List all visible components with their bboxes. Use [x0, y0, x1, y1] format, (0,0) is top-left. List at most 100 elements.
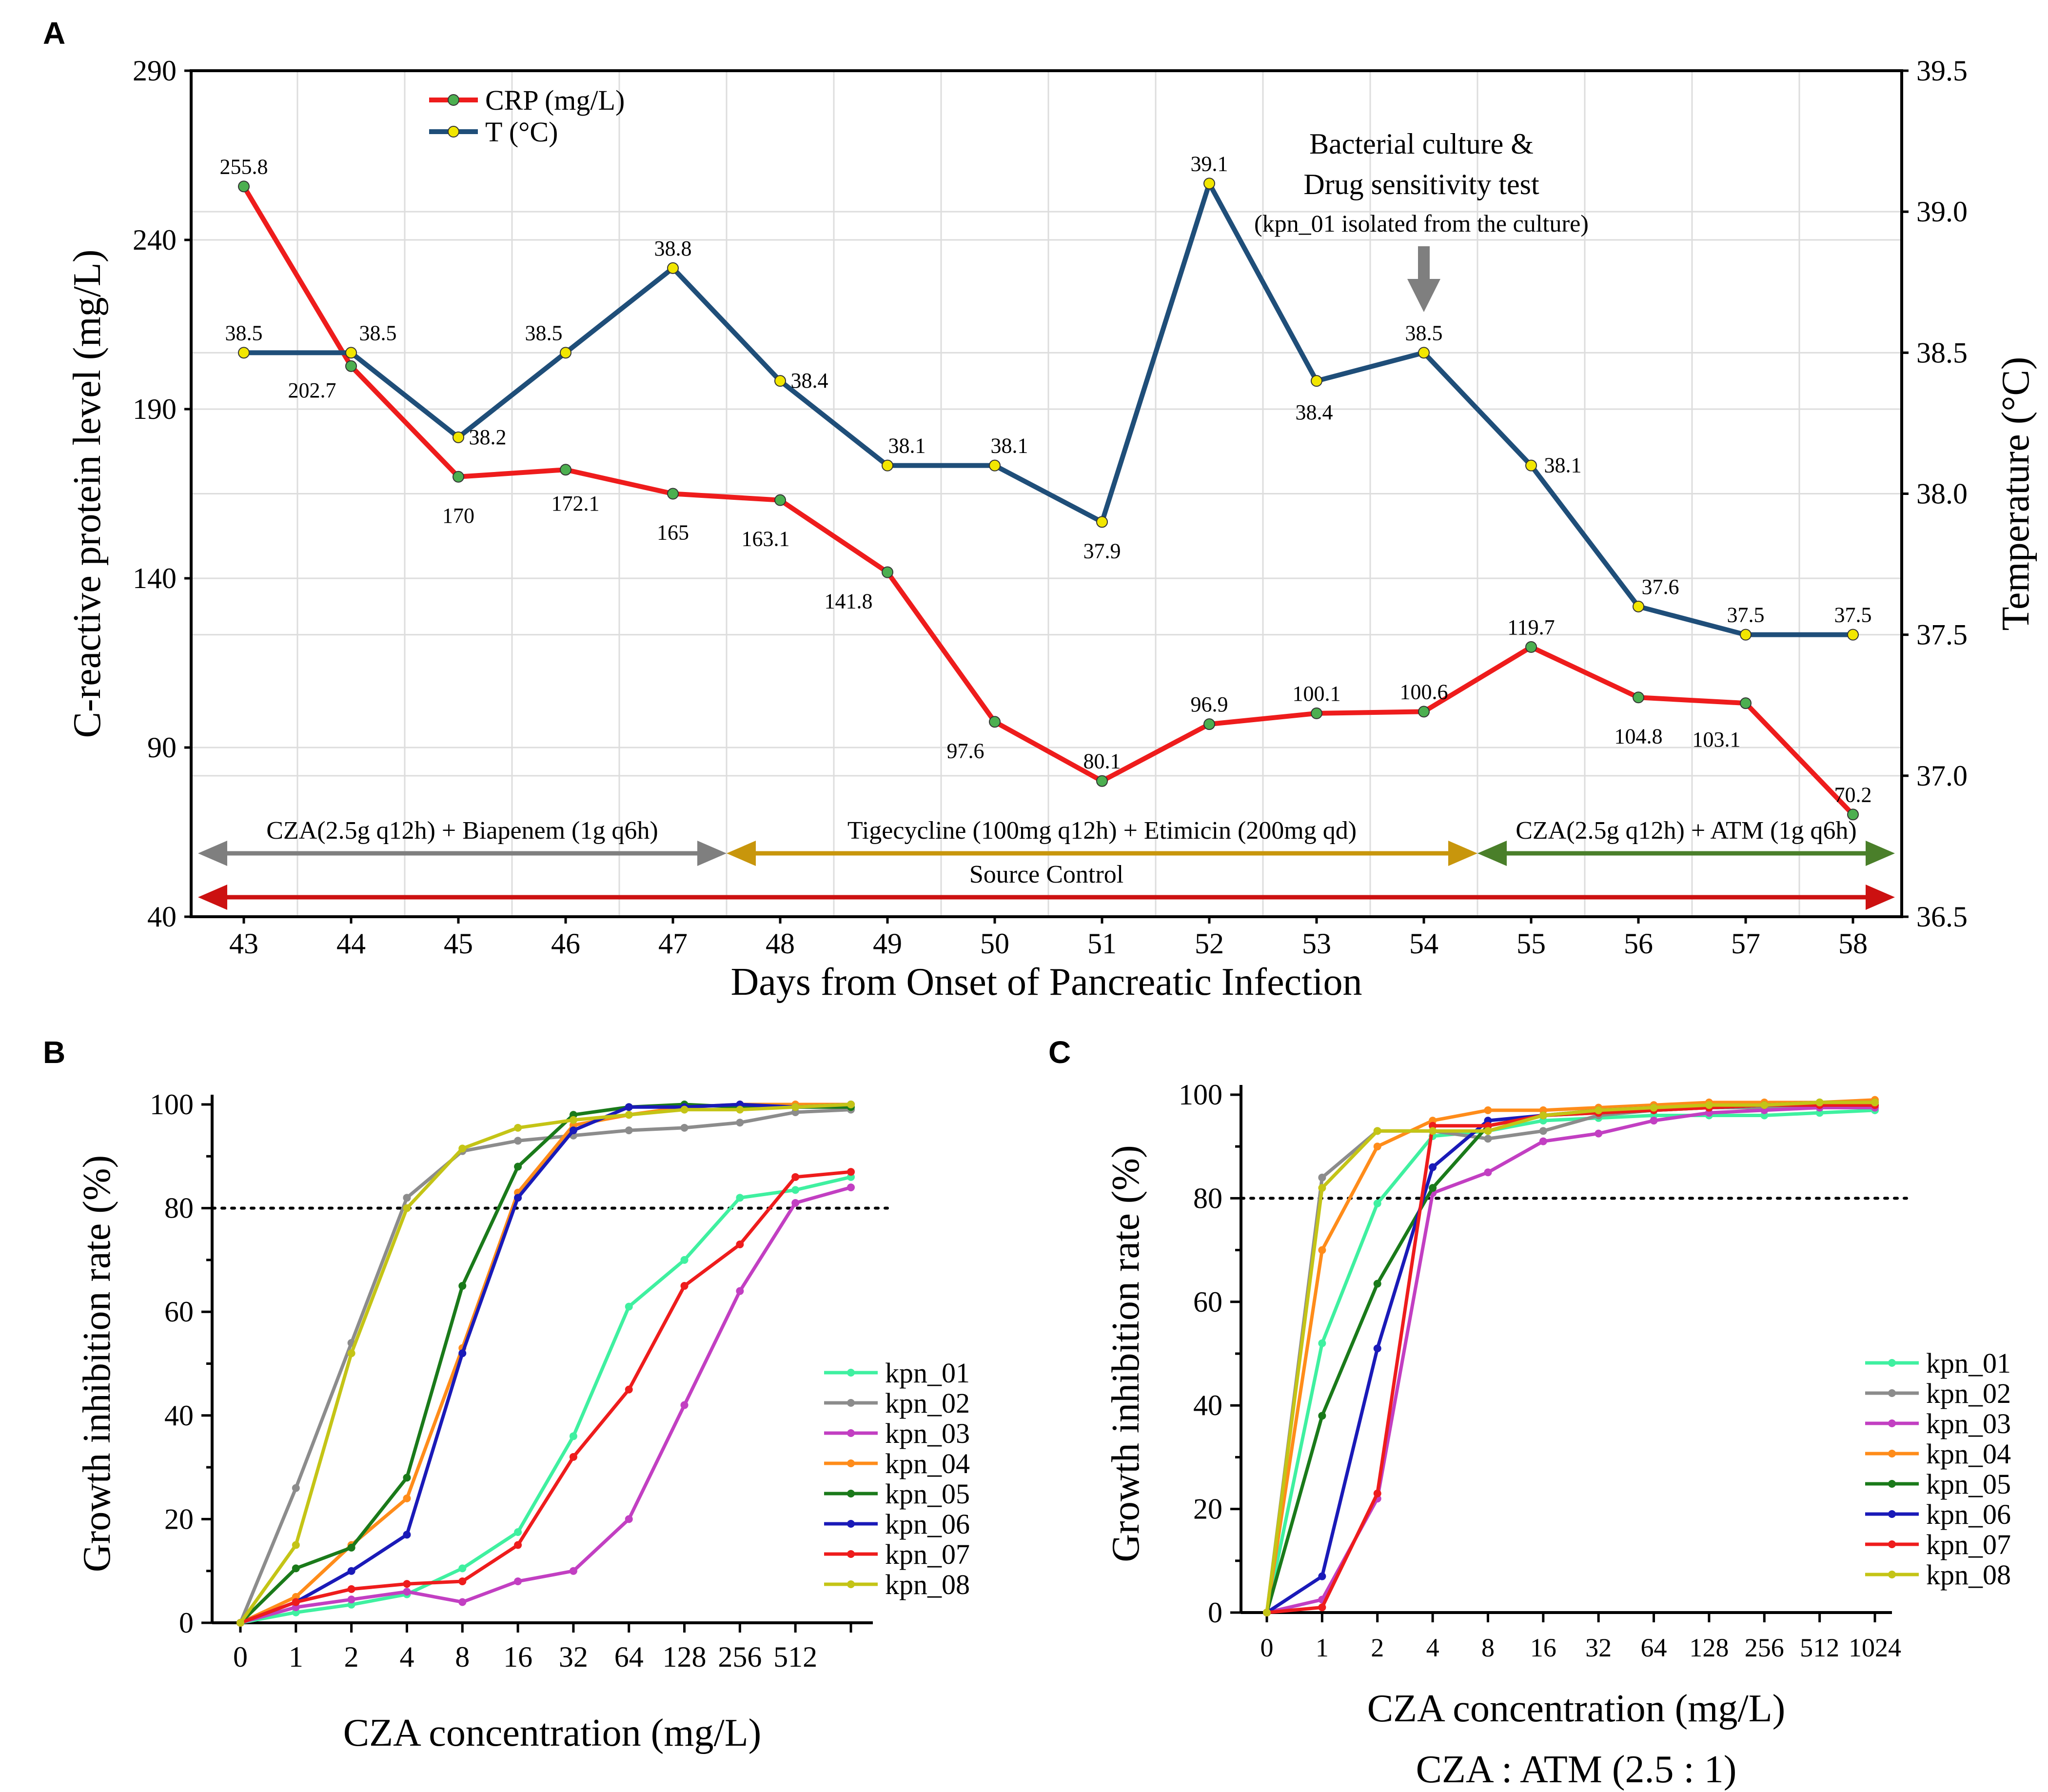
data-label-crp: 163.1 — [742, 527, 790, 551]
data-point-kpn_05 — [514, 1162, 522, 1171]
data-point-crp — [453, 471, 464, 483]
data-point-crp — [345, 360, 357, 372]
data-point-temperature — [560, 347, 571, 359]
data-point-kpn_05 — [403, 1474, 411, 1482]
series-line-crp — [241, 185, 1855, 816]
data-point-kpn_03 — [625, 1515, 633, 1523]
data-point-kpn_07 — [847, 1168, 855, 1176]
legend-marker — [1888, 1450, 1896, 1457]
legend-marker — [847, 1520, 855, 1528]
data-point-kpn_08 — [847, 1101, 855, 1108]
data-point-kpn_06 — [514, 1194, 522, 1202]
x-tick-label: 58 — [1838, 927, 1868, 960]
legend-marker — [1888, 1480, 1896, 1488]
treatment-arrow-head-left — [198, 885, 227, 910]
legend-marker — [1888, 1510, 1896, 1518]
data-label-crp: 96.9 — [1191, 692, 1228, 716]
legend-marker — [1888, 1419, 1896, 1427]
x-tick-label: 64 — [1641, 1633, 1667, 1662]
data-point-kpn_08 — [569, 1116, 577, 1124]
data-point-kpn_06 — [625, 1103, 633, 1111]
annotation-line-1: Bacterial culture & — [1309, 128, 1534, 160]
data-point-kpn_07 — [680, 1282, 689, 1290]
data-point-kpn_03 — [514, 1577, 522, 1585]
panel-c-axes: 0 20 40 60 80 100 0 1 2 4 8 16 32 64 128 256 512 1024 — [1179, 1079, 1908, 1662]
panel-letter-c: C — [1048, 1035, 1071, 1070]
x-tick-label: 53 — [1302, 927, 1331, 960]
x-tick-label: 49 — [873, 927, 902, 960]
data-point-temperature — [1203, 177, 1215, 190]
data-label-crp: 119.7 — [1507, 615, 1555, 639]
data-point-kpn_07 — [736, 1241, 744, 1249]
data-point-kpn_03 — [1484, 1168, 1492, 1177]
data-point-temperature — [1525, 459, 1537, 472]
legend-label: kpn_07 — [1926, 1529, 2011, 1560]
data-point-kpn_08 — [1815, 1098, 1824, 1106]
panel-a-axes: 290 240 190 140 90 40 39.5 39.0 38.5 38.0 37.5 37.0… — [133, 55, 1968, 960]
data-point-kpn_05 — [1429, 1184, 1437, 1192]
series-line-temperature — [244, 181, 1853, 637]
panel-letter-b: B — [43, 1035, 65, 1070]
data-point-kpn_07 — [1318, 1603, 1326, 1612]
legend-label: kpn_08 — [885, 1569, 970, 1600]
x-tick-label: 56 — [1624, 927, 1653, 960]
y-tick-label: 100 — [150, 1088, 194, 1121]
data-point-kpn_01 — [736, 1194, 744, 1202]
x-tick-label: 16 — [503, 1641, 532, 1673]
y-tick-label: 100 — [1179, 1079, 1222, 1111]
x-tick-label: 256 — [718, 1641, 762, 1673]
series-line-kpn_05 — [239, 1103, 851, 1624]
data-point-crp — [560, 464, 571, 476]
data-point-crp — [1203, 718, 1215, 730]
data-point-crp — [1311, 707, 1322, 719]
legend-marker — [1888, 1389, 1896, 1397]
data-label-temperature: 38.5 — [359, 321, 397, 345]
panel-c-legend: kpn_01kpn_02kpn_03kpn_04kpn_05kpn_06kpn_… — [1865, 1347, 2011, 1591]
x-tick-label: 44 — [336, 927, 366, 960]
annotation-line-2: Drug sensitivity test — [1303, 168, 1539, 200]
data-label-temperature: 38.1 — [991, 434, 1028, 458]
x-tick-label: 55 — [1516, 927, 1546, 960]
data-label-crp: 103.1 — [1693, 728, 1741, 751]
panel-a-y-axis-left-label: C-reactive protein level (mg/L) — [66, 250, 109, 738]
data-point-kpn_02 — [292, 1484, 300, 1492]
data-point-temperature — [1847, 629, 1859, 641]
series-line-kpn_04 — [1265, 1098, 1875, 1613]
data-point-crp — [989, 716, 1001, 728]
data-label-temperature: 38.4 — [1296, 400, 1333, 424]
data-label-crp: 170 — [442, 504, 474, 528]
data-label-temperature: 37.6 — [1642, 575, 1679, 599]
panel-c-series — [1263, 1096, 1879, 1616]
panel-a-chart: 290 240 190 140 90 40 39.5 39.0 38.5 38.0 37.5 37.0… — [66, 55, 2037, 1004]
x-tick-label: 1 — [1316, 1633, 1329, 1662]
data-point-kpn_02 — [403, 1194, 411, 1202]
treatment-arrow-head-left — [198, 841, 227, 866]
data-point-kpn_08 — [1595, 1106, 1603, 1114]
data-point-temperature — [667, 262, 679, 274]
y-tick-label-right: 38.5 — [1916, 336, 1968, 369]
data-label-crp: 104.8 — [1615, 724, 1663, 748]
annotation-line-3: (kpn_01 isolated from the culture) — [1254, 210, 1589, 237]
annotation-arrow-head — [1407, 279, 1440, 312]
data-point-kpn_02 — [680, 1123, 689, 1132]
data-point-kpn_03 — [736, 1287, 744, 1295]
data-point-crp — [774, 494, 786, 506]
x-tick-label: 2 — [344, 1641, 359, 1673]
legend-label: kpn_05 — [1926, 1468, 2011, 1500]
legend-label: kpn_03 — [1926, 1408, 2011, 1439]
data-point-crp — [667, 488, 679, 500]
data-point-kpn_06 — [403, 1531, 411, 1539]
y-tick-label: 0 — [179, 1607, 194, 1639]
data-point-kpn_01 — [1318, 1339, 1326, 1347]
legend-label: kpn_06 — [885, 1508, 970, 1540]
data-label-temperature: 38.4 — [791, 369, 828, 393]
y-tick-label-left: 40 — [147, 901, 177, 933]
data-label-crp: 80.1 — [1083, 749, 1121, 773]
panel-b-series — [236, 1101, 855, 1627]
legend-marker — [1888, 1359, 1896, 1367]
data-point-temperature — [1311, 375, 1322, 387]
data-point-temperature — [1740, 629, 1752, 641]
data-label-temperature: 38.1 — [1544, 453, 1582, 477]
data-point-kpn_08 — [1705, 1101, 1713, 1109]
data-point-temperature — [1418, 347, 1430, 359]
